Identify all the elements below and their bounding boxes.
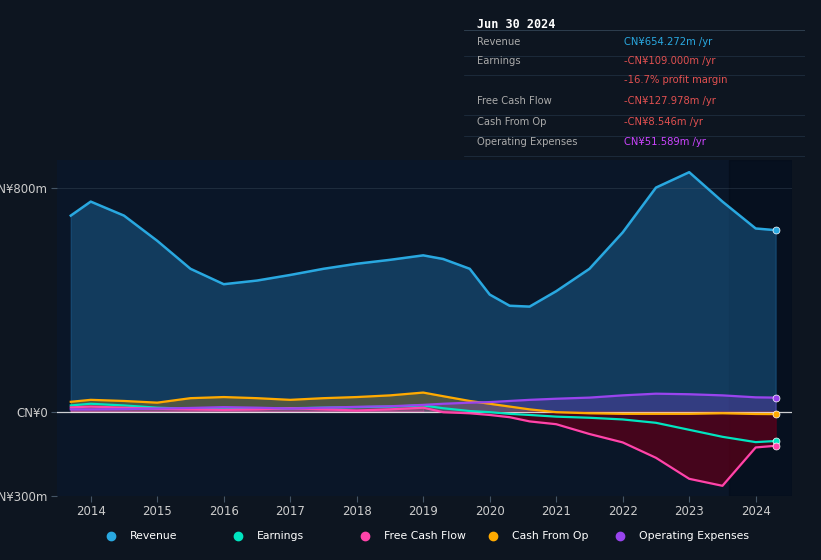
Text: Operating Expenses: Operating Expenses [639,531,749,541]
Text: Revenue: Revenue [130,531,177,541]
Text: Free Cash Flow: Free Cash Flow [478,96,553,106]
Text: Revenue: Revenue [478,37,521,46]
Text: CN¥51.589m /yr: CN¥51.589m /yr [624,137,706,147]
Text: Earnings: Earnings [478,56,521,66]
Text: Cash From Op: Cash From Op [478,116,547,127]
Text: -CN¥109.000m /yr: -CN¥109.000m /yr [624,56,715,66]
Text: Free Cash Flow: Free Cash Flow [384,531,466,541]
Text: Cash From Op: Cash From Op [511,531,588,541]
Bar [729,160,792,496]
Text: Jun 30 2024: Jun 30 2024 [478,17,556,31]
Text: Operating Expenses: Operating Expenses [478,137,578,147]
Text: -16.7% profit margin: -16.7% profit margin [624,75,727,85]
Text: -CN¥8.546m /yr: -CN¥8.546m /yr [624,116,703,127]
Text: CN¥654.272m /yr: CN¥654.272m /yr [624,37,713,46]
Text: Earnings: Earnings [257,531,304,541]
Text: -CN¥127.978m /yr: -CN¥127.978m /yr [624,96,716,106]
